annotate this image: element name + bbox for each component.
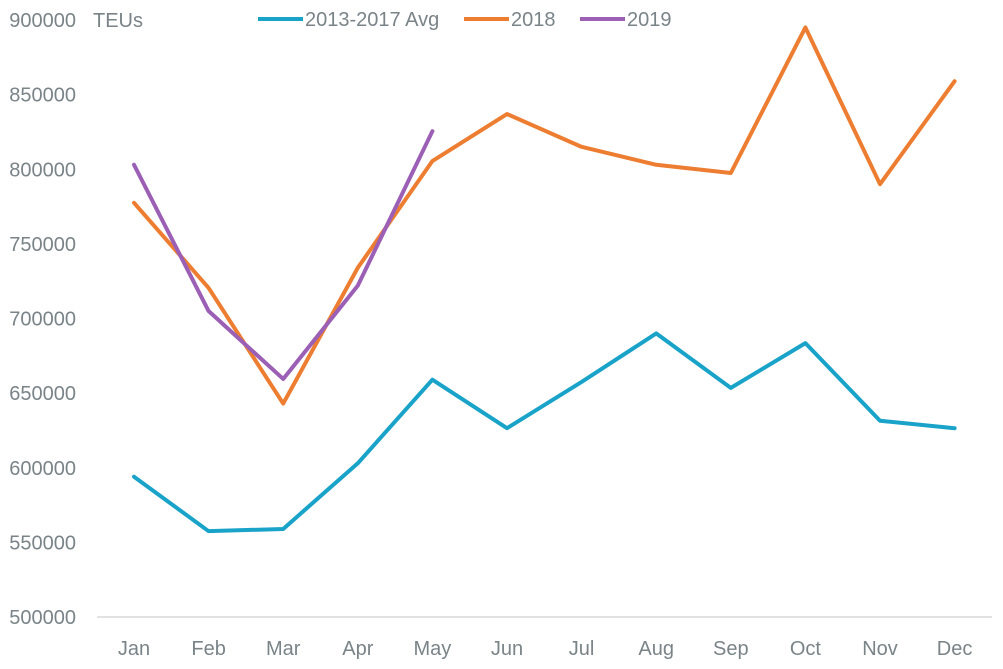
series-group: [134, 27, 955, 531]
x-tick-label: Nov: [862, 638, 898, 660]
x-tick-label: Oct: [790, 638, 822, 660]
x-tick-label: Dec: [937, 638, 973, 660]
y-tick-label: 800000: [9, 159, 76, 181]
y-tick-label: 700000: [9, 309, 76, 331]
series-line-1: [134, 27, 955, 403]
x-tick-label: Jul: [569, 638, 595, 660]
legend-label: 2018: [511, 9, 556, 31]
x-tick-label: Jun: [491, 638, 523, 660]
x-tick-label: Aug: [638, 638, 674, 660]
x-tick-label: Apr: [342, 638, 373, 660]
x-tick-label: Jan: [118, 638, 150, 660]
y-tick-label: 650000: [9, 383, 76, 405]
x-tick-label: Mar: [266, 638, 301, 660]
y-tick-label: 750000: [9, 234, 76, 256]
x-axis: Jan Feb Mar Apr May Jun Jul Aug Sep Oct Nov Dec: [118, 638, 973, 660]
series-line-2: [134, 131, 432, 379]
legend: 2013-2017 Avg 2018 2019: [258, 9, 672, 31]
y-tick-label: 850000: [9, 85, 76, 107]
legend-label: 2019: [627, 9, 672, 31]
y-tick-label: 600000: [9, 458, 76, 480]
x-tick-label: Sep: [713, 638, 749, 660]
x-tick-label: Feb: [191, 638, 225, 660]
x-tick-label: May: [414, 638, 452, 660]
y-tick-label: 500000: [9, 607, 76, 629]
legend-label: 2013-2017 Avg: [305, 9, 439, 31]
y-axis: 500000 550000 600000 650000 700000 750000 8000…: [9, 10, 76, 629]
y-axis-label: TEUs: [93, 10, 143, 32]
y-tick-label: 550000: [9, 532, 76, 554]
y-tick-label: 900000: [9, 10, 76, 32]
